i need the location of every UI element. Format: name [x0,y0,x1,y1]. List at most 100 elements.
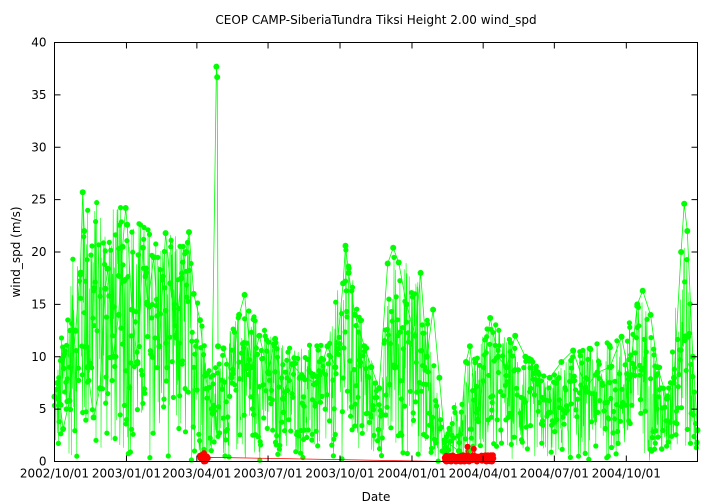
data-point [144,301,151,308]
x-tick-label: 2002/10/01 [20,467,89,481]
data-point [639,287,646,294]
data-point [664,395,670,402]
data-point [495,353,501,360]
data-point-cluster [204,455,211,461]
data-point [60,426,67,432]
data-point [441,437,448,444]
data-point [681,200,688,207]
data-point [345,269,352,276]
data-point [470,445,477,452]
data-point [178,275,185,282]
data-point [522,353,529,360]
data-point [90,414,97,421]
data-point [289,361,296,368]
data-point [122,205,129,211]
data-point [487,315,494,321]
data-point [150,254,157,261]
x-tick-label: 2004/04/01 [449,467,518,481]
y-tick-label: 15 [31,297,46,311]
data-point [332,364,339,371]
data-point [678,249,685,255]
data-point [368,364,375,371]
data-point [474,416,481,423]
x-tick-label: 2003/01/01 [92,467,161,481]
data-point [182,249,189,255]
data-point [115,311,122,318]
data-point [172,332,179,339]
y-axis-label: wind_spd (m/s) [9,206,23,297]
data-point [466,343,473,350]
data-point [104,265,111,272]
y-tick-label: 30 [31,140,46,154]
data-point [272,335,279,342]
x-tick-label: 2003/10/01 [305,467,374,481]
data-point [558,359,565,365]
data-point [376,385,383,392]
data-point [340,280,347,287]
x-tick-label: 2004/01/01 [377,467,446,481]
data-point [582,385,589,392]
data-point [102,285,109,292]
data-point [342,242,349,249]
data-point [423,353,430,360]
data-point [208,406,215,413]
data-point [54,379,61,386]
data-point [300,374,307,381]
data-point [228,374,235,381]
data-point [202,372,209,379]
data-point [390,244,397,251]
data-point [313,379,320,386]
data-point [256,332,263,339]
data-point [361,343,368,350]
x-tick-label: 2003/04/01 [162,467,231,481]
data-point [77,269,84,276]
data-point [214,74,221,81]
data-point [626,374,633,381]
data-point [84,364,91,371]
data-point [647,311,654,318]
data-point [213,63,220,70]
data-point [190,290,197,297]
data-point [128,306,135,313]
x-axis: 2002/10/01 2003/01/01 2003/04/01 2003/07/01… [20,42,661,481]
data-point [384,260,391,267]
x-tick-label: 2004/07/01 [520,467,589,481]
series-green [51,63,701,464]
data-point [110,353,117,360]
y-tick-label: 10 [31,350,46,364]
data-point [594,369,601,376]
data-point [265,369,272,376]
data-point [417,269,424,276]
series-line-band [54,198,698,462]
data-point [671,374,677,381]
y-axis: 0 5 10 15 20 25 30 35 40 [31,36,698,469]
data-point [197,317,203,324]
y-tick-label: 0 [39,455,47,469]
data-point [236,311,243,318]
data-point [534,369,541,376]
data-point [654,364,661,371]
data-point [618,333,625,340]
data-point [351,311,358,318]
data-point [241,291,248,298]
data-point [72,327,79,334]
data-point [124,221,131,228]
data-point [119,243,126,250]
y-tick-label: 20 [31,245,46,259]
data-point [134,359,141,365]
x-axis-label: Date [362,490,391,504]
data-point [634,301,641,308]
data-point [436,374,443,381]
data-point [139,244,146,251]
data-point [96,385,103,392]
data-point [162,230,169,237]
data-point [220,345,227,352]
data-point [463,359,469,365]
data-point [546,374,553,381]
data-point [684,228,691,234]
data-point [395,259,402,266]
data-point [66,397,73,404]
data-point [167,280,174,287]
plot-area [51,63,701,465]
